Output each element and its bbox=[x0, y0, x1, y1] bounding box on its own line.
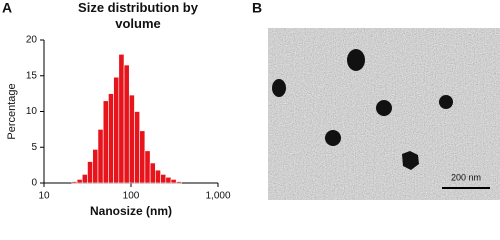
bar bbox=[81, 174, 88, 184]
bar bbox=[118, 53, 125, 184]
y-tick-label: 15 bbox=[26, 70, 38, 81]
bar bbox=[160, 174, 167, 184]
particle bbox=[439, 95, 453, 109]
panel-label: B bbox=[252, 0, 262, 16]
bar bbox=[170, 179, 177, 184]
bar bbox=[102, 100, 109, 184]
x-tick-label: 1,000 bbox=[205, 191, 230, 202]
particle bbox=[376, 100, 392, 116]
bar bbox=[155, 169, 161, 184]
bar bbox=[92, 149, 99, 184]
bar bbox=[149, 162, 156, 184]
bar bbox=[165, 176, 172, 184]
bar bbox=[134, 111, 141, 184]
bar bbox=[71, 181, 78, 184]
x-tick-label: 10 bbox=[38, 191, 50, 202]
particle bbox=[402, 151, 419, 170]
chart-title: Size distribution by volume bbox=[78, 0, 198, 31]
panel-label: A bbox=[2, 0, 12, 16]
bar bbox=[128, 94, 135, 184]
x-tick-label: 100 bbox=[123, 191, 140, 202]
particle bbox=[325, 130, 341, 146]
bar bbox=[108, 93, 114, 184]
bar bbox=[97, 129, 104, 184]
bar bbox=[175, 181, 182, 184]
particles bbox=[272, 49, 453, 170]
y-tick-label: 5 bbox=[31, 142, 37, 153]
y-tick-label: 10 bbox=[26, 106, 38, 117]
x-axis-label: Nanosize (nm) bbox=[90, 204, 172, 218]
y-tick-label: 0 bbox=[31, 178, 37, 189]
bar bbox=[76, 179, 83, 184]
bar bbox=[123, 64, 130, 184]
particle bbox=[272, 79, 286, 97]
bar bbox=[139, 130, 146, 184]
chart: A B 200 nm 0 5 10 15 20 10 100 1,000 Nanosize (n… bbox=[2, 0, 500, 218]
particle bbox=[347, 49, 365, 71]
y-axis-label: Percentage bbox=[6, 83, 18, 139]
tem-image: 200 nm bbox=[268, 28, 500, 200]
figure: Size distribution by volume A B 200 nm 0… bbox=[2, 0, 500, 218]
scale-bar-label: 200 nm bbox=[451, 172, 481, 182]
bar bbox=[113, 76, 120, 184]
y-tick-label: 20 bbox=[26, 35, 38, 46]
bar bbox=[144, 150, 151, 184]
bar bbox=[87, 161, 94, 184]
